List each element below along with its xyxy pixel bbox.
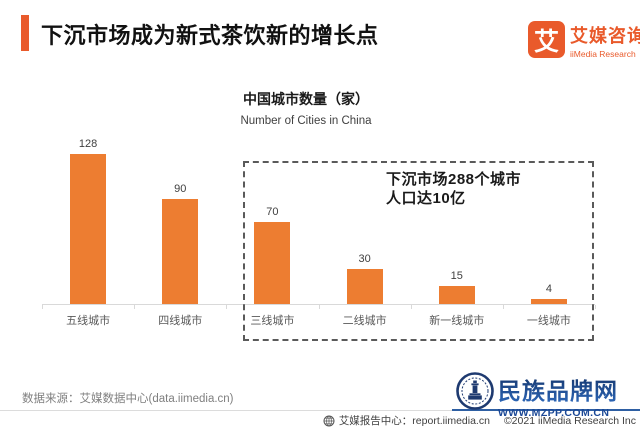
bar-二线城市: [346, 269, 383, 304]
bar-value-label: 90: [174, 183, 187, 195]
iimedia-logo-icon: 艾: [528, 21, 565, 58]
bar-value-label: 70: [266, 206, 279, 218]
mzpp-logo-text: 民族品牌网 WWW.MZPP.COM.CN: [498, 372, 618, 419]
mzpp-emblem-icon: [456, 372, 494, 410]
bar-value-label: 4: [545, 283, 552, 295]
bar-四线城市: [162, 199, 199, 304]
chart-title-block: 中国城市数量（家） Number of Cities in China: [0, 89, 612, 127]
iimedia-logo-name-en: iiMedia Research: [570, 49, 636, 59]
globe-icon: [323, 415, 335, 427]
iimedia-logo: 艾 艾媒咨询 iiMedia Research: [528, 21, 640, 59]
bar-value-label: 128: [78, 138, 98, 150]
bar-三线城市: [254, 222, 291, 304]
mzpp-logo-name: 民族品牌网: [498, 372, 618, 406]
data-source-note: 数据来源：艾媒数据中心(data.iimedia.cn): [22, 393, 234, 405]
mzpp-logo: 民族品牌网 WWW.MZPP.COM.CN: [456, 372, 618, 419]
x-axis-tick: [595, 305, 597, 309]
iimedia-logo-glyph: 艾: [533, 27, 559, 56]
bar-新一线城市: [438, 286, 475, 304]
x-axis-label: 二线城市: [342, 315, 387, 327]
x-axis-tick: [318, 305, 320, 309]
x-axis-tick: [410, 305, 412, 309]
footer-copyright: ©2021 iiMedia Research Inc: [503, 414, 636, 427]
x-axis-tick: [42, 305, 43, 309]
footer-divider: [0, 410, 640, 411]
x-axis-label: 三线城市: [250, 315, 295, 327]
page-title: 下沉市场成为新式茶饮新的增长点: [41, 23, 379, 48]
x-axis-label: 四线城市: [158, 315, 203, 327]
footer-report-center: 艾媒报告中心：report.iimedia.cn: [338, 415, 490, 427]
chart-subtitle: Number of Cities in China: [240, 115, 372, 127]
iimedia-logo-text: 艾媒咨询 iiMedia Research: [570, 21, 640, 59]
iimedia-logo-name-cn: 艾媒咨询: [570, 26, 640, 46]
sinking-market-box: [243, 161, 594, 341]
x-axis-tick: [134, 305, 136, 309]
x-axis-label: 五线城市: [66, 315, 111, 327]
x-axis-line: [42, 304, 595, 305]
chart-title: 中国城市数量（家）: [243, 91, 369, 107]
bar-五线城市: [70, 154, 107, 304]
footer-report-line: 艾媒报告中心：report.iimedia.cn ©2021 iiMedia R…: [323, 413, 636, 427]
title-accent-bar: [21, 15, 29, 51]
bar-value-label: 15: [450, 270, 463, 282]
bar-一线城市: [530, 299, 567, 304]
sinking-market-annotation: 下沉市场288个城市 人口达10亿: [386, 170, 521, 208]
footer-divider-blue: [452, 409, 640, 411]
annotation-line-1: 下沉市场288个城市: [386, 171, 522, 188]
x-axis-tick: [502, 305, 504, 309]
x-axis-label: 一线城市: [526, 315, 571, 327]
bar-value-label: 30: [358, 253, 371, 265]
x-axis-tick: [226, 305, 228, 309]
mzpp-logo-url: WWW.MZPP.COM.CN: [498, 407, 610, 419]
annotation-line-2: 人口达10亿: [386, 190, 466, 207]
x-axis-label: 新一线城市: [429, 315, 485, 327]
